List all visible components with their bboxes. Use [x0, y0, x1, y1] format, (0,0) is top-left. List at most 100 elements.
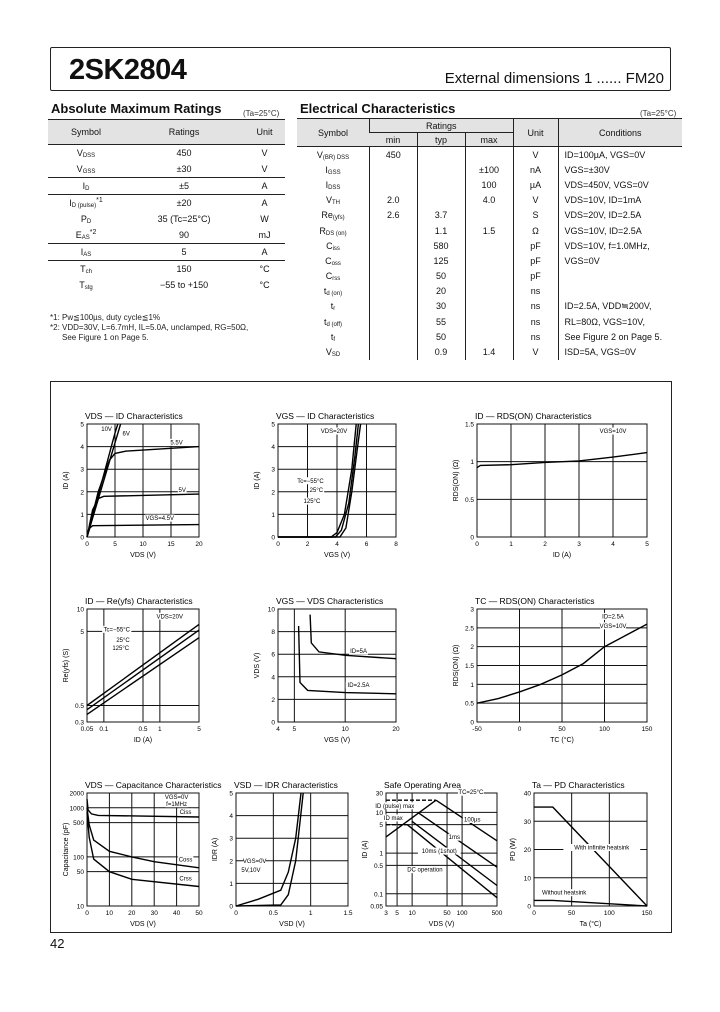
y-axis-label: Re(yfs) (S): [63, 649, 70, 683]
annotation: 25°C: [116, 638, 130, 644]
y-tick-label: 30: [376, 791, 384, 798]
annotation-bg: [177, 875, 194, 883]
x-tick-label: 40: [173, 910, 181, 917]
y-tick-label: 6: [271, 652, 275, 659]
y-tick-label: 2: [271, 697, 275, 704]
x-tick-label: 4: [335, 541, 339, 548]
x-tick-label: 0: [475, 541, 479, 548]
annotation: 10V: [101, 427, 112, 433]
chart-title: VDS — Capacitance Characteristics: [85, 780, 222, 790]
series-line: [385, 799, 437, 838]
symbol: ID (pulse)*1: [69, 197, 103, 209]
y-tick-label: 4: [271, 674, 275, 681]
annotation-bg: [535, 889, 593, 897]
unit: V: [261, 148, 268, 158]
table-row: tr 30 ns ID=2.5A, VDD≒200V,: [297, 298, 682, 315]
x-tick-label: 1.5: [343, 910, 352, 917]
rating-value: ±30: [176, 164, 192, 174]
col-symbol: Symbol: [297, 118, 370, 147]
table-row: Crss 50 pF: [297, 268, 682, 284]
y-tick-label: 3: [80, 467, 84, 474]
min: 2.0: [369, 192, 417, 208]
y-tick-label: 10: [268, 607, 276, 614]
x-axis-label: VDS (V): [429, 921, 455, 928]
annotation: VDS=20V: [321, 429, 348, 435]
symbol: tr: [330, 301, 336, 313]
annotation: 5V: [179, 488, 186, 494]
annotation-bg: [177, 808, 194, 816]
annotation-bg: [177, 486, 187, 494]
unit: V: [261, 164, 268, 174]
annotation-bg: [243, 857, 266, 865]
annotation: ID=2.5A: [602, 614, 624, 620]
annotation-bg: [239, 866, 263, 874]
series-line: [86, 629, 200, 711]
y-tick-label: 1: [470, 459, 474, 466]
chart-title: VGS — ID Characteristics: [276, 411, 374, 421]
series-line: [86, 637, 200, 715]
min: [369, 222, 417, 239]
conditions: VDS=450V, VGS=0V: [557, 177, 682, 193]
col-ratings: Ratings: [124, 119, 245, 145]
x-tick-label: 5: [395, 910, 399, 917]
annotation-bg: [448, 833, 461, 841]
y-tick-label: 4: [229, 813, 233, 820]
annotation: Coss: [179, 858, 193, 864]
y-tick-label: 0: [470, 535, 474, 542]
annotation: 6V: [123, 431, 130, 437]
x-tick-label: 150: [642, 910, 653, 917]
x-tick-label: 0.1: [99, 726, 108, 733]
annotation-bg: [168, 438, 185, 446]
y-tick-label: 3: [229, 836, 233, 843]
table-row: Ciss 580 pF VDS=10V, f=1.0MHz,: [297, 238, 682, 254]
min: [369, 283, 417, 299]
min: [369, 253, 417, 269]
annotation-bg: [295, 477, 326, 485]
unit: A: [244, 243, 285, 261]
symbol: VSD: [325, 347, 341, 359]
x-tick-label: 0.5: [138, 726, 147, 733]
conditions: [557, 268, 682, 284]
typ: [416, 177, 465, 193]
y-tick-label: 5: [80, 629, 84, 636]
table-row: VSD 0.9 1.4 V ISD=5A, VGS=0V: [297, 344, 682, 360]
symbol: Re(yfs): [321, 210, 345, 222]
chart-10: 0 50 100 150 0 10 20 30 40 With infinite heatsink…: [510, 780, 653, 928]
chart-title: VDS — ID Characteristics: [85, 411, 183, 421]
plot-frame: [476, 423, 648, 538]
min: 450: [369, 146, 417, 163]
rating-value: 5: [124, 243, 245, 261]
annotation-bg: [600, 427, 626, 435]
typ: [416, 192, 465, 208]
series-line: [86, 623, 200, 707]
x-tick-label: 100: [599, 726, 610, 733]
series-line: [476, 451, 648, 469]
symbol: ID: [82, 181, 90, 192]
annotation: ID=2.5A: [348, 683, 370, 689]
annotation: 1ms: [449, 835, 460, 841]
x-tick-label: 0: [85, 541, 89, 548]
symbol: VGSS: [76, 164, 96, 175]
min: [369, 329, 417, 345]
x-tick-label: 0: [276, 541, 280, 548]
y-tick-label: 0: [271, 535, 275, 542]
annotation-bg: [369, 802, 420, 810]
y-tick-label: 50: [77, 869, 85, 876]
max: [464, 146, 513, 163]
x-tick-label: 100: [604, 910, 615, 917]
footnote-2: *2: VDD=30V, L=6.7mH, IL=5.0A, unclamped…: [50, 323, 249, 332]
table-row: RDS (on) 1.1 1.5 Ω VGS=10V, ID=2.5A: [297, 222, 682, 239]
x-tick-label: 2: [543, 541, 547, 548]
y-tick-label: 1.5: [465, 422, 474, 429]
x-tick-label: 10: [106, 910, 114, 917]
annotation: Crss: [179, 877, 191, 883]
y-tick-label: 3: [271, 467, 275, 474]
rating-value: 35 (Tc=25°C): [157, 214, 211, 224]
rating-value: 150: [124, 260, 245, 277]
chart-1: 0 5 10 15 20 0 1 2 3 4 5 10V 6V 5.5V 5V VGS=4.5V VDS — I…: [63, 411, 203, 559]
conditions: ID=100µA, VGS=0V: [557, 146, 682, 163]
x-tick-label: 10: [409, 910, 417, 917]
unit: V: [512, 192, 558, 208]
table-row: VTH 2.0 4.0 V VDS=10V, ID=1mA: [297, 192, 682, 208]
